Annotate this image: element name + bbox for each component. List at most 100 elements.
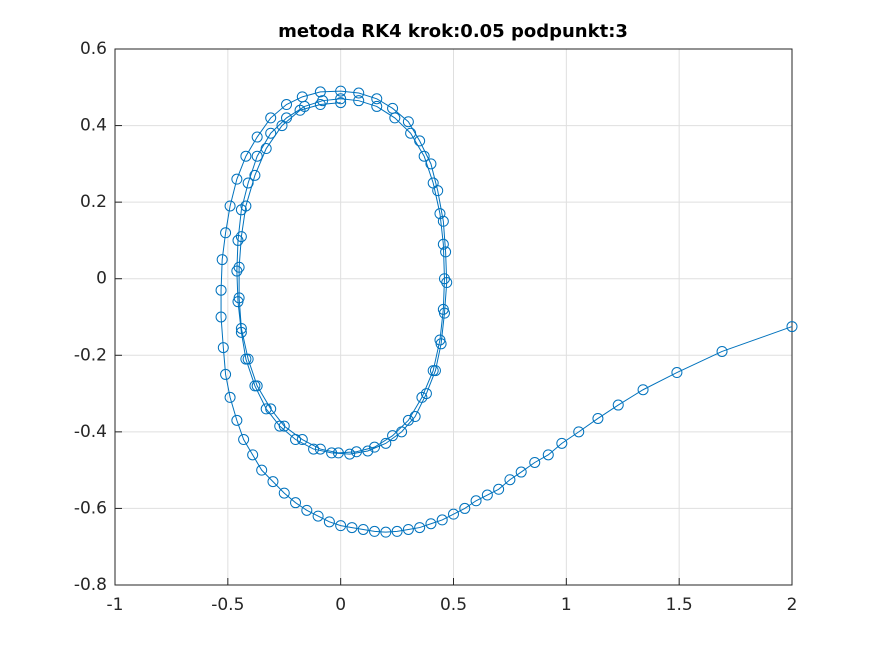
marker	[346, 522, 358, 534]
marker	[251, 150, 263, 162]
marker	[242, 353, 254, 365]
marker	[215, 284, 227, 296]
marker	[240, 150, 252, 162]
marker	[224, 391, 236, 403]
marker	[470, 495, 482, 507]
y-tick-label: -0.4	[74, 422, 107, 442]
marker	[409, 411, 421, 423]
marker	[436, 514, 448, 526]
marker	[260, 143, 272, 155]
marker	[416, 391, 428, 403]
marker	[314, 86, 326, 98]
marker	[481, 489, 493, 501]
marker	[380, 437, 392, 449]
marker	[332, 447, 344, 459]
marker	[240, 200, 252, 212]
marker	[716, 345, 728, 357]
y-tick-label: 0.4	[80, 116, 107, 136]
y-tick-label: 0.2	[80, 192, 107, 212]
marker	[414, 135, 426, 147]
x-tick-label: 0	[335, 595, 346, 615]
chart-title: metoda RK4 krok:0.05 podpunkt:3	[278, 21, 628, 42]
marker	[402, 523, 414, 535]
marker	[220, 368, 232, 380]
marker	[438, 273, 450, 285]
marker	[344, 448, 356, 460]
marker	[242, 177, 254, 189]
marker	[290, 434, 302, 446]
marker	[371, 100, 383, 112]
marker	[335, 97, 347, 109]
marker	[251, 131, 263, 143]
marker	[434, 208, 446, 220]
x-tick-label: -1	[107, 595, 124, 615]
marker	[335, 520, 347, 532]
marker	[281, 99, 293, 111]
marker	[235, 231, 247, 243]
marker	[220, 227, 232, 239]
marker	[326, 447, 338, 459]
marker	[323, 516, 335, 528]
marker	[278, 487, 290, 499]
marker	[440, 246, 452, 258]
marker	[592, 412, 604, 424]
marker	[276, 120, 288, 132]
marker	[265, 403, 277, 415]
x-tick-label: 1	[561, 595, 572, 615]
marker	[448, 508, 459, 520]
marker	[235, 322, 247, 334]
y-tick-label: -0.6	[74, 498, 107, 518]
marker	[418, 150, 430, 162]
marker	[296, 434, 308, 446]
marker	[786, 321, 798, 333]
marker	[437, 303, 449, 315]
marker	[402, 116, 414, 128]
marker	[357, 523, 369, 535]
marker	[312, 510, 324, 522]
marker	[353, 95, 365, 107]
marker	[612, 399, 624, 411]
marker	[217, 342, 229, 354]
marker	[233, 261, 245, 273]
trajectory-line	[220, 90, 793, 533]
marker	[274, 420, 286, 432]
marker	[391, 525, 403, 537]
marker	[335, 85, 347, 97]
marker	[290, 497, 302, 509]
marker	[256, 464, 268, 476]
marker	[542, 449, 554, 461]
marker	[573, 426, 585, 438]
marker	[427, 177, 439, 189]
y-tick-label: 0.6	[80, 39, 107, 59]
marker	[265, 127, 277, 139]
marker	[425, 518, 437, 530]
marker	[231, 173, 243, 185]
x-tick-label: -0.5	[211, 595, 244, 615]
marker	[350, 446, 362, 458]
marker	[529, 456, 541, 468]
marker	[233, 292, 245, 304]
marker	[260, 403, 272, 415]
marker	[232, 234, 244, 246]
marker	[301, 504, 313, 516]
marker	[515, 466, 527, 478]
marker	[556, 437, 568, 449]
marker	[396, 426, 408, 438]
marker	[371, 93, 383, 105]
marker	[402, 414, 414, 426]
marker	[362, 445, 374, 457]
marker	[637, 384, 649, 396]
marker	[224, 200, 236, 212]
marker	[251, 380, 263, 392]
x-tick-label: 0.5	[440, 595, 467, 615]
marker	[414, 522, 426, 534]
x-tick-label: 2	[787, 595, 798, 615]
axes-box	[114, 48, 793, 586]
marker	[231, 414, 243, 426]
y-tick-label: -0.8	[74, 575, 107, 595]
marker	[437, 215, 449, 227]
x-tick-label: 1.5	[666, 595, 693, 615]
marker	[267, 476, 279, 488]
